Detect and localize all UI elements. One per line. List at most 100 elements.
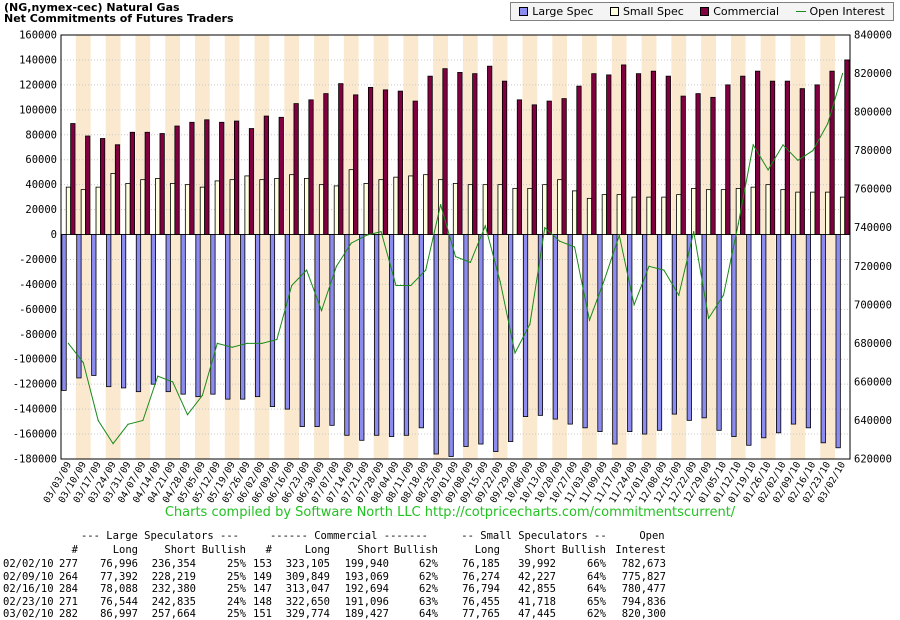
commercial-bar (829, 70, 835, 235)
large-spec-bar (478, 234, 484, 445)
open-interest-point (276, 338, 278, 341)
commercial-bar (501, 80, 508, 235)
open-interest-point (350, 242, 352, 244)
table-cell: 86,997 (100, 608, 138, 620)
table-cell: 77,392 (100, 570, 138, 583)
open-interest-point (440, 204, 442, 206)
chart-legend: Large Spec Small Spec Commercial Open In… (510, 2, 894, 21)
table-column-header: Long (474, 544, 500, 556)
table-column-header: Bullish (561, 544, 606, 556)
small-spec-bar (229, 179, 235, 235)
small-spec-bar (65, 186, 72, 235)
large-spec-bar (835, 234, 841, 449)
small-spec-bar (155, 178, 161, 235)
legend-label-commercial: Commercial (713, 5, 780, 18)
large-spec-bar (582, 234, 588, 429)
commercial-bar (129, 131, 135, 235)
commercial-bar (531, 104, 537, 235)
open-interest-point (320, 310, 323, 312)
legend-item-commercial: Commercial (700, 5, 779, 18)
large-spec-bar (508, 234, 514, 442)
table-cell: 25% (227, 608, 246, 620)
large-spec-bar (701, 234, 707, 419)
large-spec-bar (686, 234, 692, 421)
small-spec-bar (244, 175, 250, 235)
small-spec-bar (825, 191, 831, 235)
open-interest-point (663, 269, 665, 271)
commercial-bar (248, 128, 255, 235)
small-spec-bar (512, 187, 518, 235)
commercial-bar (769, 80, 776, 235)
open-interest-point (767, 169, 769, 171)
commercial-bar (427, 75, 433, 235)
commercial-bar (353, 94, 359, 235)
open-interest-point (172, 381, 174, 383)
open-interest-point (648, 265, 650, 267)
small-spec-bar (571, 190, 578, 235)
table-cell: 193,069 (344, 570, 389, 583)
table-cell: 62% (419, 570, 438, 583)
commercial-bar (621, 64, 627, 235)
table-cell: 77,765 (462, 608, 500, 620)
small-spec-group-header: -- Small Speculators -- (461, 530, 607, 542)
open-interest-point (618, 234, 620, 237)
commercial-bar (457, 72, 463, 235)
small-spec-bar (363, 182, 369, 235)
table-column-header: # (265, 544, 272, 556)
large-spec-bar (746, 234, 752, 446)
large-spec-bar (642, 234, 648, 435)
large-spec-bar (567, 234, 573, 425)
table-cell: 232,380 (151, 583, 196, 595)
table-cell: 242,835 (151, 595, 196, 608)
large-spec-bar (210, 234, 216, 395)
table-cell: 39,992 (518, 558, 556, 570)
large-spec-bar (120, 234, 127, 389)
table-cell: 782,673 (621, 558, 666, 570)
table-cell: 228,219 (151, 570, 196, 583)
open-interest-point (67, 342, 70, 344)
large-spec-bar (269, 234, 276, 408)
small-spec-bar (289, 174, 295, 235)
small-spec-bar (795, 191, 801, 235)
large-spec-bar (359, 234, 365, 441)
small-spec-bar (170, 182, 176, 235)
table-cell: 65% (587, 595, 606, 608)
y-right-tick-label: 840000 (854, 30, 892, 42)
commercial-bar (740, 75, 746, 235)
commercial-bar (323, 93, 329, 235)
large-spec-bar (627, 234, 633, 432)
legend-item-large-spec: Large Spec (519, 5, 593, 18)
y-left-tick-label: 120000 (19, 79, 57, 91)
y-left-tick-label: -80000 (19, 329, 57, 341)
small-spec-bar (720, 189, 727, 235)
table-row-date: 03/02/10 (3, 608, 54, 620)
open-interest-point (633, 304, 635, 306)
open-interest-point (380, 230, 382, 233)
commercial-bar (174, 125, 180, 235)
large-spec-bar (240, 234, 246, 400)
open-interest-point (454, 256, 457, 258)
commercial-bar (144, 131, 150, 235)
large-spec-bar (254, 234, 261, 398)
table-row-date: 02/09/10 (3, 570, 54, 583)
commercial-bar (814, 84, 820, 235)
open-interest-point (410, 284, 412, 287)
y-left-tick-label: 40000 (25, 179, 57, 191)
table-cell: 42,855 (518, 583, 556, 595)
table-column-header: # (71, 544, 78, 556)
large-spec-bar (418, 234, 424, 429)
small-spec-bar (184, 184, 191, 235)
commercial-bar (204, 119, 210, 235)
table-cell: 313,047 (285, 583, 330, 595)
large-spec-bar (463, 234, 469, 447)
commercial-bar (442, 68, 448, 235)
open-interest-point (335, 265, 338, 267)
open-interest-point (827, 123, 829, 125)
large-spec-bar (225, 234, 231, 400)
open-interest-point (782, 144, 784, 146)
large-spec-bar (493, 234, 499, 452)
table-cell: 76,794 (462, 583, 500, 595)
y-right-tick-label: 740000 (854, 222, 892, 234)
small-spec-bar (586, 197, 593, 235)
open-interest-point (186, 414, 189, 416)
